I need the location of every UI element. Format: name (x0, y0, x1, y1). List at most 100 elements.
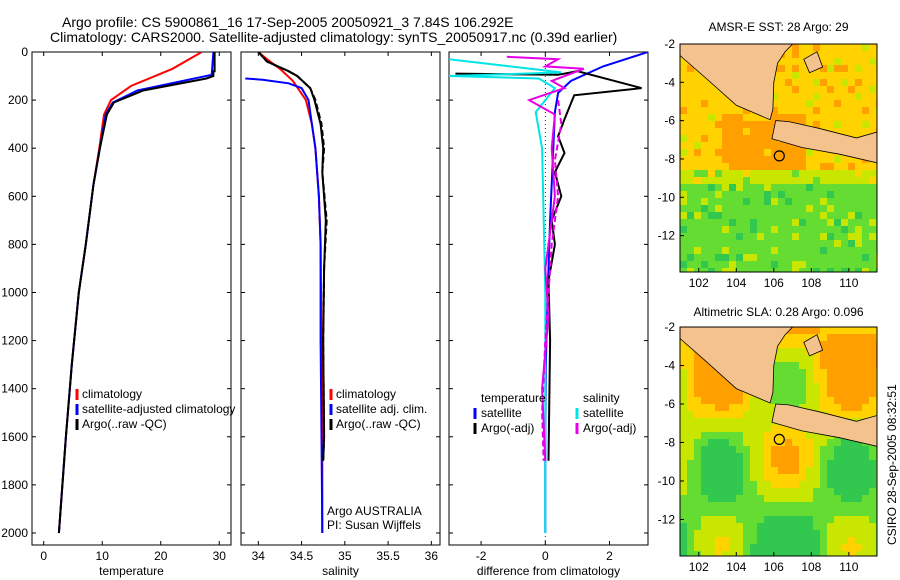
sst_map-cell (750, 142, 757, 149)
sst_map-cell (694, 121, 701, 128)
sst_map-cell (729, 128, 736, 135)
sst_map-cell (701, 170, 708, 177)
sla_map-cell (750, 432, 757, 439)
sla_map-cell (736, 502, 743, 509)
sla_map-cell (778, 355, 785, 362)
sla_map-cell (827, 481, 834, 488)
sst_map-cell (715, 128, 722, 135)
sst_map-cell (869, 191, 876, 198)
sla_map-cell (813, 509, 820, 516)
sla_map-cell (687, 474, 694, 481)
sst_map-cell (750, 219, 757, 226)
sst_map-cell (869, 184, 876, 191)
sla_map-cell (764, 509, 771, 516)
sst_map-cell (806, 156, 813, 163)
sst_map-cell (694, 205, 701, 212)
sla_map-cell (680, 481, 687, 488)
sla_map-cell (813, 460, 820, 467)
sst_map-cell (764, 254, 771, 261)
sla_map-cell (680, 502, 687, 509)
sla_map-cell (687, 404, 694, 411)
sla_map-cell (855, 453, 862, 460)
sst_map-cell (701, 86, 708, 93)
sst_map-cell (722, 233, 729, 240)
sst_map-cell (841, 212, 848, 219)
sla_map-cell (855, 369, 862, 376)
sla_map-cell (757, 488, 764, 495)
sst_map-cell (757, 261, 764, 268)
sla_map-cell (680, 460, 687, 467)
sst_map-cell (799, 79, 806, 86)
sla_map-cell (757, 453, 764, 460)
sst_map-cell (750, 121, 757, 128)
sla_map-cell (792, 348, 799, 355)
sst_map-cell (757, 212, 764, 219)
sst_map-cell (785, 226, 792, 233)
sla_map-cell (750, 544, 757, 551)
sla_map-cell (855, 439, 862, 446)
sst_map-cell (792, 219, 799, 226)
sst_map-cell (722, 205, 729, 212)
sst_map-cell (799, 268, 806, 272)
sst_map-cell (708, 205, 715, 212)
sla_map-cell (701, 481, 708, 488)
sla_map-cell (729, 439, 736, 446)
sla_map-cell (827, 509, 834, 516)
sst_map-cell (785, 268, 792, 272)
sla_map-cell (771, 439, 778, 446)
sla_map-cell (750, 474, 757, 481)
sla_map-cell (736, 488, 743, 495)
sla_map-cell (708, 390, 715, 397)
sst_map-cell (799, 114, 806, 121)
sst_map-cell (834, 198, 841, 205)
sla_map-cell (708, 369, 715, 376)
sla_map-cell (722, 509, 729, 516)
salinity_panel-legend-label: climatology (336, 387, 396, 401)
sla_map-cell (687, 530, 694, 537)
sla_map-cell (869, 341, 876, 348)
sla_map-cell (771, 509, 778, 516)
sst_map-cell (792, 198, 799, 205)
sla_map-cell (820, 439, 827, 446)
sst_map-ytick-label: -2 (664, 37, 675, 51)
sla_map-cell (757, 495, 764, 502)
sst_map-cell (701, 100, 708, 107)
sst_map-cell (785, 100, 792, 107)
sst_map-cell (764, 135, 771, 142)
sst_map-cell (687, 184, 694, 191)
sst_map-cell (771, 100, 778, 107)
sst_map-cell (729, 219, 736, 226)
sla_map-cell (771, 460, 778, 467)
sst_map-cell (708, 128, 715, 135)
sla_map-cell (792, 516, 799, 523)
sla_map-cell (827, 467, 834, 474)
sla_map-cell (834, 376, 841, 383)
sst_map-cell (820, 233, 827, 240)
sla_map-cell (827, 516, 834, 523)
sst_map-cell (743, 226, 750, 233)
sst_map-cell (750, 226, 757, 233)
sst_map-cell (701, 233, 708, 240)
sst_map-cell (848, 268, 855, 272)
difference_panel-series-1 (455, 70, 642, 461)
sst_map-cell (771, 198, 778, 205)
sla_map-cell (799, 460, 806, 467)
sst_map-cell (792, 205, 799, 212)
sst_map-cell (792, 156, 799, 163)
sla_map-cell (729, 467, 736, 474)
sst_map-cell (834, 163, 841, 170)
sst_map-cell (750, 163, 757, 170)
sla_map-cell (743, 516, 750, 523)
sla_map-cell (687, 369, 694, 376)
sla_map-cell (687, 488, 694, 495)
sst_map-cell (694, 114, 701, 121)
sst_map-cell (848, 114, 855, 121)
sla_map-cell (743, 481, 750, 488)
sst_map-cell (757, 226, 764, 233)
sst_map-cell (785, 170, 792, 177)
sst_map-cell (841, 191, 848, 198)
sst_map-cell (757, 177, 764, 184)
sla_map-cell (764, 516, 771, 523)
sst_map-cell (848, 240, 855, 247)
sla_map-cell (841, 376, 848, 383)
